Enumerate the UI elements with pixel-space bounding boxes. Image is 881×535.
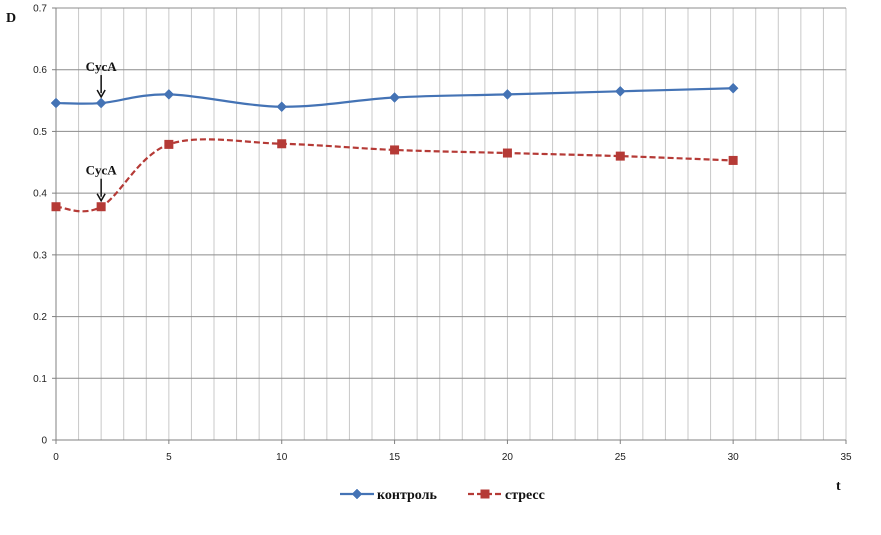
annotation-layer: CycA CycA <box>86 59 118 203</box>
annotation-label: CycA <box>86 59 118 74</box>
y-tick-label: 0.1 <box>33 374 47 385</box>
legend: контроль стресс <box>340 488 545 503</box>
data-point-marker <box>389 92 400 103</box>
arrow-head-icon <box>96 193 106 203</box>
cyca-annotation: CycA <box>86 59 118 99</box>
data-point-marker <box>95 97 107 109</box>
x-tick-label: 30 <box>728 452 740 463</box>
legend-marker <box>480 489 490 499</box>
series-1 <box>50 82 739 113</box>
x-tick-label: 0 <box>53 452 59 463</box>
data-point-marker <box>502 89 513 100</box>
data-point-marker <box>390 145 400 155</box>
series-layer <box>50 82 739 213</box>
x-tick-label: 25 <box>615 452 627 463</box>
y-tick-label: 0.7 <box>33 4 47 15</box>
data-point-marker <box>728 155 738 165</box>
annotation-label: CycA <box>86 163 118 178</box>
x-tick-label: 35 <box>840 452 852 463</box>
legend-label: стресс <box>505 488 545 503</box>
y-axis-title: D <box>6 11 16 26</box>
data-point-marker <box>96 202 106 212</box>
x-tick-label: 10 <box>276 452 288 463</box>
x-tick-label: 20 <box>502 452 514 463</box>
y-tick-label: 0.2 <box>33 312 47 323</box>
data-point-marker <box>50 97 62 109</box>
legend-item-1: контроль <box>340 488 437 503</box>
data-point-marker <box>277 139 287 149</box>
y-tick-label: 0 <box>41 436 47 447</box>
data-point-marker <box>276 101 288 113</box>
y-tick-label: 0.5 <box>33 127 47 138</box>
data-point-marker <box>164 139 174 149</box>
data-point-marker <box>163 89 175 100</box>
series-line <box>55 138 734 213</box>
y-tick-label: 0.4 <box>33 189 47 200</box>
x-tick-label: 5 <box>166 452 172 463</box>
y-tick-label: 0.3 <box>33 250 47 261</box>
legend-item-2: стресс <box>468 488 545 503</box>
data-point-marker <box>614 85 626 97</box>
legend-label: контроль <box>377 488 437 503</box>
data-point-marker <box>51 202 61 212</box>
series-2 <box>51 138 738 213</box>
arrow-head-icon <box>96 89 106 99</box>
x-tick-label: 15 <box>389 452 401 463</box>
cyca-annotation: CycA <box>86 163 118 203</box>
x-axis-title: t <box>836 479 841 494</box>
axis-layer: 0 0.1 0.2 0.3 0.4 0.5 0.6 0.7 0 5 10 15 20 25 30 35 <box>33 4 852 464</box>
y-tick-label: 0.6 <box>33 65 47 76</box>
data-point-marker <box>615 151 625 161</box>
legend-marker <box>351 488 363 500</box>
data-point-marker <box>727 82 739 94</box>
grid-layer <box>55 7 847 441</box>
data-point-marker <box>502 148 512 158</box>
